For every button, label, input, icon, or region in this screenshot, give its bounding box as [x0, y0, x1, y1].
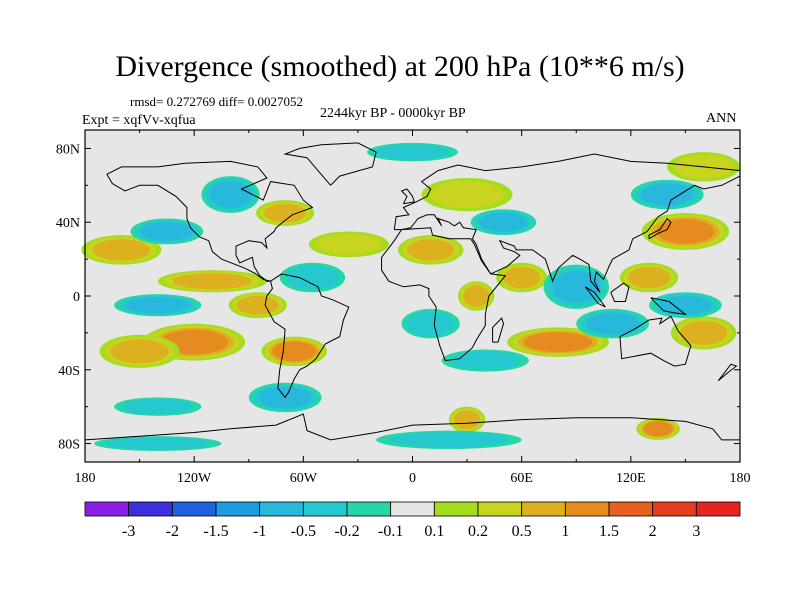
field-blob-0-level-4: [165, 331, 223, 353]
x-tick-label: 0: [409, 471, 416, 486]
colorbar-label: -0.1: [378, 523, 403, 540]
field-blob-2-level-4: [275, 343, 313, 360]
coastline-south-america: [264, 273, 350, 399]
coastline-sumatra: [584, 286, 606, 308]
field-blob-21-level-3: [213, 183, 248, 206]
colorbar: -3 -2 -1.5 -1 -0.5 -0.2 -0.1 0.1 0.2 0.5 1 1.5 2 3: [84, 501, 741, 540]
colorbar-label: 1: [561, 523, 569, 540]
field-blob-12-level-4: [529, 333, 587, 351]
x-tick-label: 120E: [616, 471, 646, 486]
coastline-japan: [648, 217, 672, 240]
field-blob-5-level-3: [268, 205, 303, 221]
field-blob-18-level-4: [645, 422, 671, 435]
field-blob-27-level-3: [557, 273, 596, 300]
colorbar-swatch-5: [302, 501, 348, 517]
field-blob-11-level-2: [438, 184, 496, 206]
field-blob-31-level-2: [457, 353, 513, 368]
divergence-field: [81, 130, 740, 462]
field-blob-32-level-2: [130, 400, 186, 413]
coastline-borneo: [610, 282, 630, 302]
x-tick-label: 180: [75, 471, 96, 486]
colorbar-label: -0.2: [334, 523, 359, 540]
colorbar-swatch-1: [128, 501, 173, 517]
field-blob-17-level-3: [456, 411, 478, 428]
field-blob-28-level-3: [591, 314, 635, 333]
colorbar-swatch-11: [564, 501, 610, 517]
coastline-north-america: [106, 160, 314, 282]
colorbar-swatch-13: [652, 501, 697, 517]
coastline-africa: [381, 227, 507, 362]
colorbar-label: -0.5: [291, 523, 316, 540]
colorbar-label: 2: [649, 523, 657, 540]
coastline-eurasia: [393, 153, 741, 293]
field-blob-26-level-2: [412, 314, 450, 334]
field-blob-10-level-3: [506, 268, 537, 287]
colorbar-label: 0.2: [468, 523, 488, 540]
field-blob-7-level-3: [180, 274, 245, 288]
field-blob-24-level-2: [383, 146, 442, 158]
colorbar-swatch-12: [608, 501, 654, 517]
colorbar-label: 0.1: [424, 523, 444, 540]
colorbar-swatch-10: [521, 501, 566, 517]
field-blob-19-level-3: [132, 298, 184, 312]
coastline-antarctica: [84, 413, 740, 441]
field-blob-29-level-3: [664, 297, 707, 313]
coastline-madagascar: [492, 317, 505, 343]
field-blob-13-level-4: [660, 221, 710, 242]
y-tick-label: 80N: [56, 142, 80, 157]
colorbar-label: 1.5: [599, 523, 619, 540]
y-tick-label: 40S: [58, 364, 80, 379]
field-blob-3-level-3: [240, 297, 275, 313]
colorbar-swatch-9: [477, 501, 523, 517]
coastlines: [84, 142, 741, 441]
colorbar-swatch-7: [390, 501, 435, 517]
colorbar-swatch-3: [215, 501, 261, 517]
colorbar-label: -3: [122, 523, 135, 540]
colorbar-swatch-14: [695, 501, 741, 517]
coastline-australia: [619, 315, 692, 367]
colorbar-swatch-6: [346, 501, 392, 517]
colorbar-label: -1.5: [203, 523, 228, 540]
y-tick-label: 40N: [56, 216, 80, 231]
period-label: 2244kyr BP - 0000kyr BP: [320, 106, 466, 121]
field-blob-1-level-3: [116, 341, 164, 362]
colorbar-swatch-2: [171, 501, 217, 517]
field-blob-33-level-2: [402, 434, 495, 446]
field-blob-15-level-3: [684, 323, 723, 343]
x-tick-label: 60E: [510, 471, 533, 486]
y-tick-label: 80S: [58, 438, 80, 453]
colorbar-swatch-8: [433, 501, 479, 517]
coastline-greenland: [283, 142, 377, 186]
colorbar-swatch-4: [259, 501, 304, 517]
stats-label: rmsd= 0.272769 diff= 0.0027052: [130, 94, 303, 109]
coastline-uk: [400, 188, 415, 205]
colorbar-swatch-0: [84, 501, 130, 517]
field-blob-9-level-3: [465, 287, 487, 305]
field-blob-30-level-3: [645, 185, 689, 204]
x-tick-label: 180: [730, 471, 751, 486]
colorbar-label: -2: [166, 523, 179, 540]
field-blob-34-level-2: [117, 438, 199, 449]
y-tick-label: 0: [73, 290, 80, 305]
colorbar-label: 3: [692, 523, 700, 540]
field-blob-4-level-3: [97, 241, 145, 259]
coastline-new-guinea: [650, 297, 688, 316]
field-blob-8-level-3: [411, 241, 450, 259]
field-blob-20-level-3: [145, 223, 189, 240]
chart-title: Divergence (smoothed) at 200 hPa (10**6 …: [115, 50, 685, 83]
colorbar-label: -1: [253, 523, 266, 540]
field-blob-25-level-3: [484, 214, 523, 230]
season-label: ANN: [706, 111, 737, 126]
colorbar-label: 0.5: [512, 523, 532, 540]
coastline-new-zealand: [717, 363, 738, 382]
field-blob-22-level-2: [291, 268, 334, 287]
x-tick-label: 120W: [177, 471, 212, 486]
field-blob-6-level-2: [323, 236, 375, 253]
axes: 180 120W 60W 0 60E 120E 180 80N 40N 0 40S 80S: [56, 129, 751, 486]
field-blob-14-level-3: [631, 268, 667, 287]
experiment-label: Expt = xqfVv-xqfua: [82, 113, 196, 128]
x-tick-label: 60W: [290, 471, 318, 486]
